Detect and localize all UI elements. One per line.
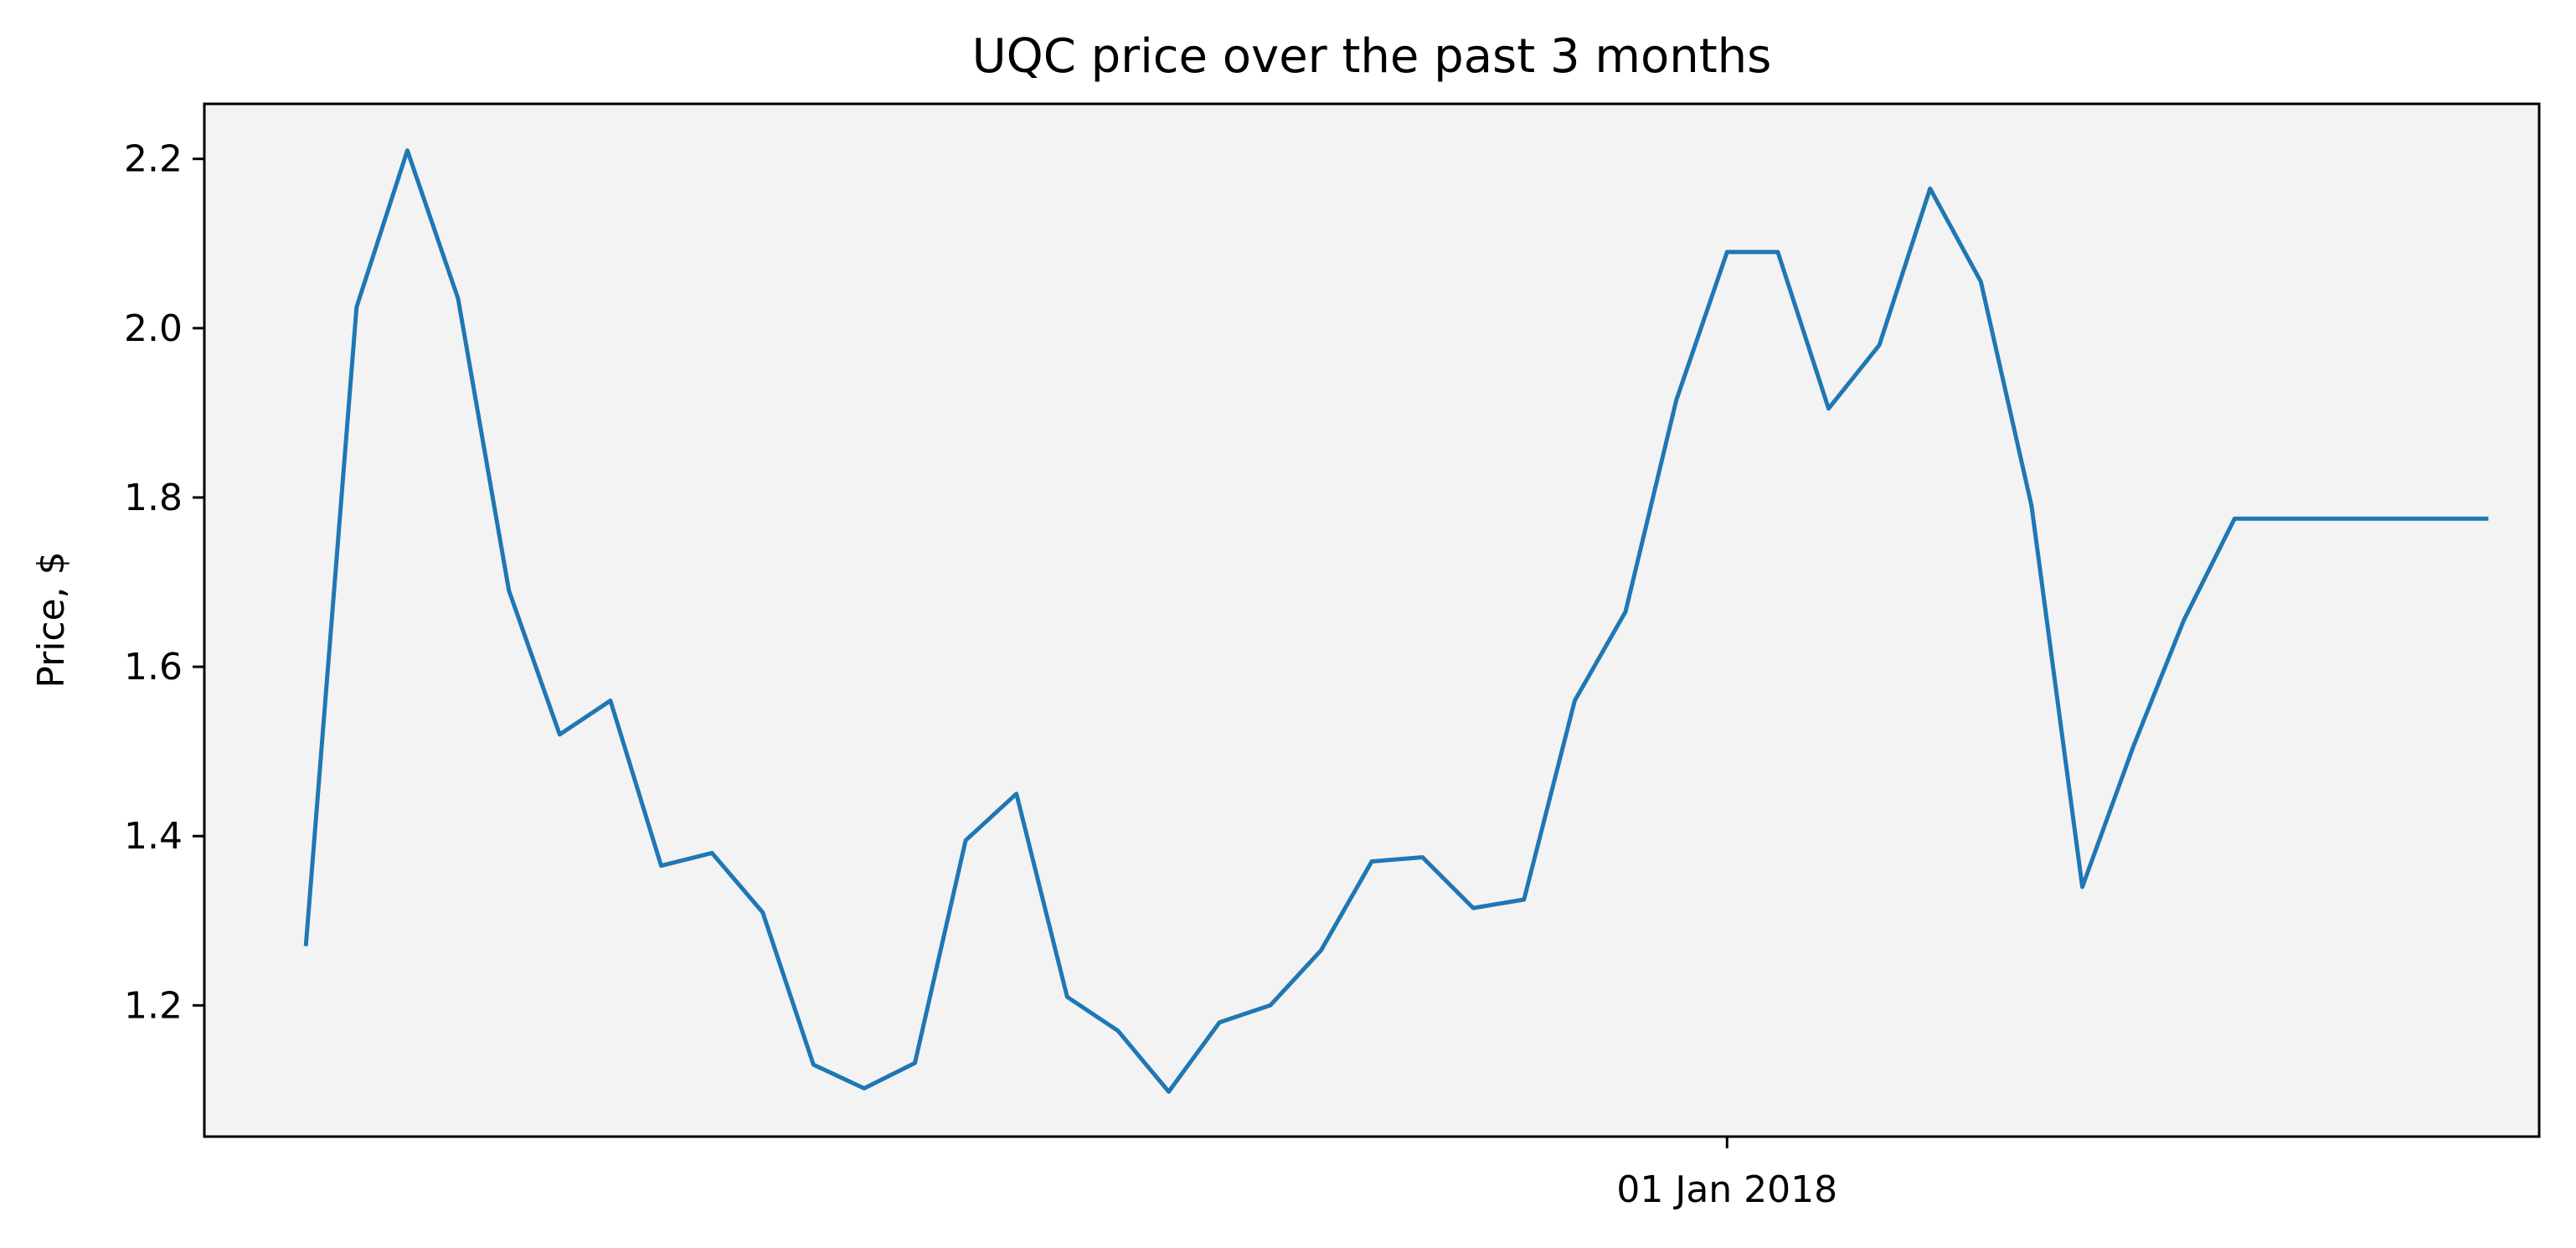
y-tick-label: 1.6 — [124, 646, 183, 688]
chart-marks — [303, 148, 2489, 1094]
y-tick-label: 1.8 — [124, 477, 183, 519]
x-tick-label: 01 Jan 2018 — [1616, 1168, 1837, 1211]
y-tick-label: 1.2 — [124, 984, 183, 1027]
y-tick-label: 2.2 — [124, 138, 183, 181]
plot-frame — [203, 102, 2541, 1138]
plot-area — [204, 104, 2539, 1137]
series-line-0 — [303, 148, 2489, 1094]
y-tick-label: 2.0 — [124, 307, 183, 350]
y-tick-label: 1.4 — [124, 815, 183, 858]
chart-title: UQC price over the past 3 months — [972, 29, 1772, 84]
y-axis-label: Price, $ — [30, 551, 73, 688]
